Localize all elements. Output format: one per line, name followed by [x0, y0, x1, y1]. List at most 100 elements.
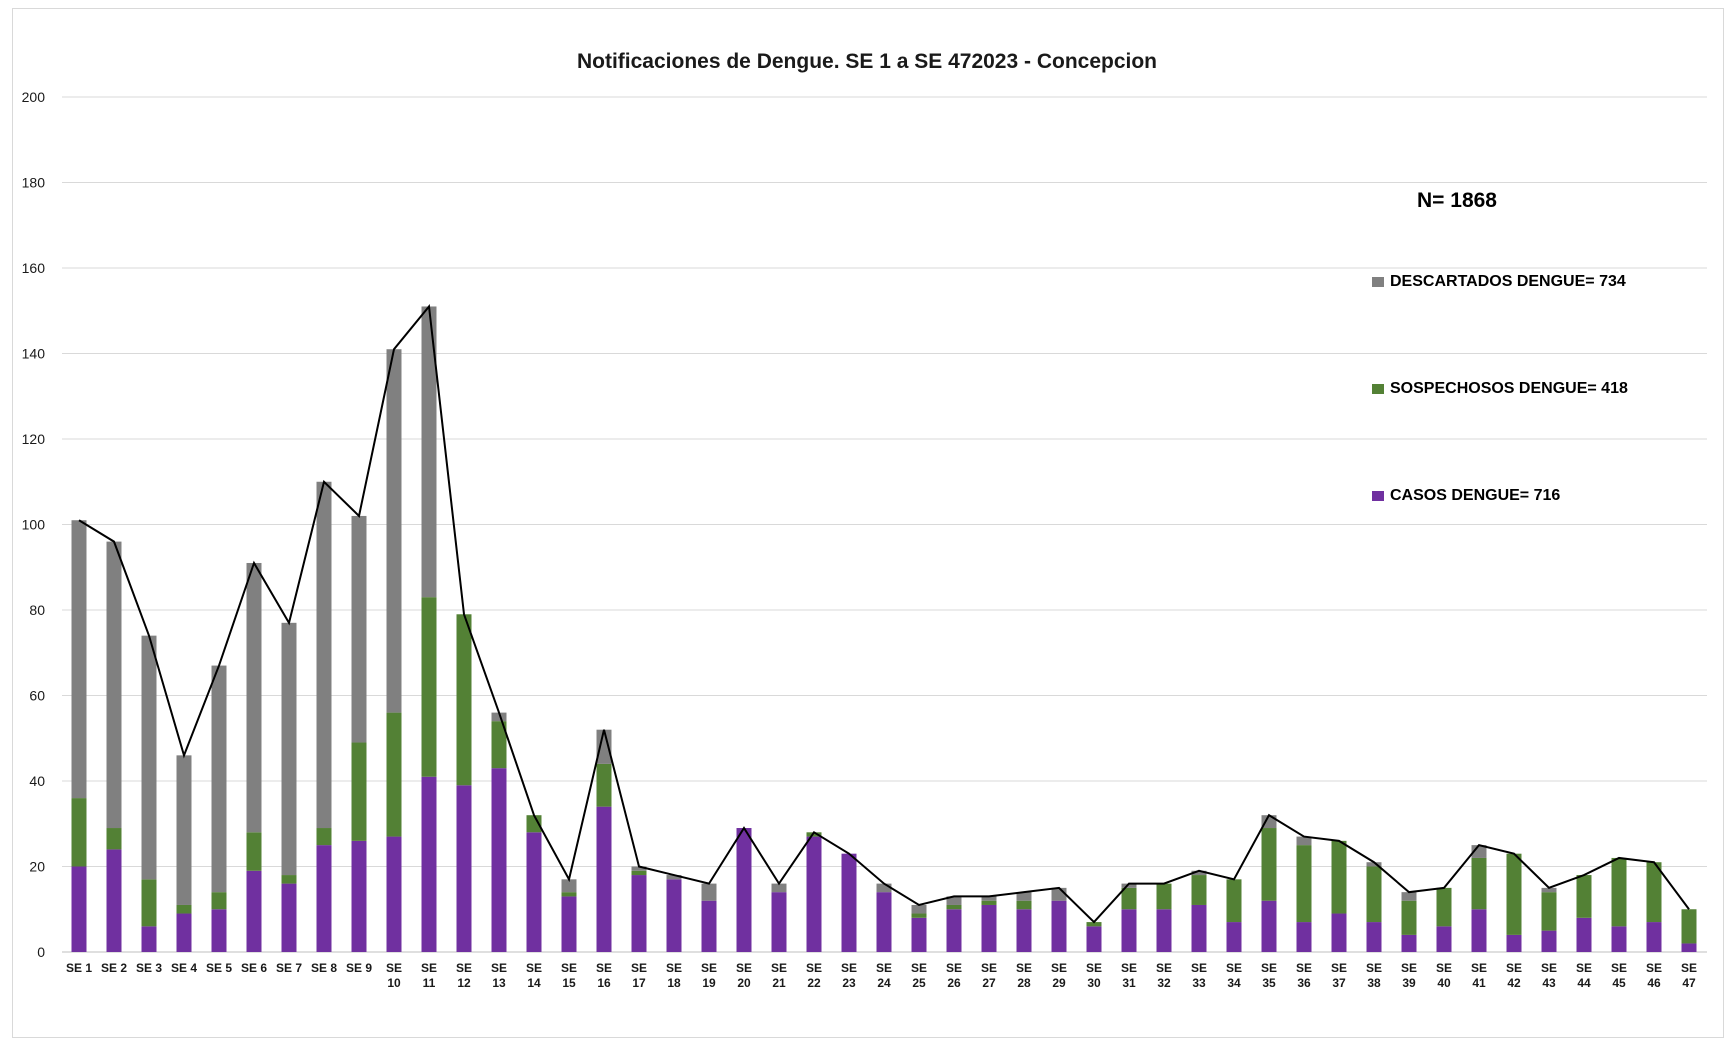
bar-segment-series-1 — [1121, 887, 1137, 910]
bar-segment-series-1 — [211, 892, 227, 910]
bar-segment-series-0 — [736, 828, 752, 952]
bar-segment-series-1 — [316, 828, 332, 846]
bar-segment-series-1 — [176, 904, 192, 914]
bar-segment-series-2 — [911, 904, 927, 914]
x-tick-label: 34 — [1227, 976, 1241, 990]
x-tick-label: SE — [736, 961, 752, 975]
x-tick-label: SE — [911, 961, 927, 975]
x-tick-label: 26 — [947, 976, 961, 990]
legend-swatch-sospechosos — [1372, 384, 1384, 394]
x-tick-label: 29 — [1052, 976, 1066, 990]
x-tick-label: SE 3 — [136, 961, 162, 975]
x-tick-label: 47 — [1682, 976, 1696, 990]
y-tick-label: 0 — [37, 944, 45, 960]
x-tick-label: SE 5 — [206, 961, 232, 975]
bar-segment-series-2 — [1401, 892, 1417, 901]
y-tick-label: 200 — [22, 89, 46, 105]
x-tick-label: 11 — [423, 976, 436, 990]
bar-segment-series-2 — [946, 896, 962, 905]
x-tick-label: SE — [1436, 961, 1452, 975]
x-tick-label: 30 — [1087, 976, 1101, 990]
bar-segment-series-1 — [1646, 862, 1662, 923]
bar-segment-series-2 — [106, 541, 122, 829]
x-tick-label: 39 — [1402, 976, 1416, 990]
bar-segment-series-0 — [246, 870, 262, 952]
x-tick-label: 44 — [1577, 976, 1591, 990]
x-tick-label: SE — [981, 961, 997, 975]
bar-segment-series-1 — [281, 875, 297, 884]
bar-segment-series-0 — [1226, 922, 1242, 952]
x-tick-label: 35 — [1262, 976, 1276, 990]
bar-segment-series-0 — [456, 785, 472, 952]
bar-segment-series-0 — [981, 904, 997, 952]
x-tick-label: SE 2 — [101, 961, 127, 975]
x-tick-label: SE — [596, 961, 612, 975]
x-tick-label: SE — [1051, 961, 1067, 975]
bar-segment-series-1 — [1016, 900, 1032, 910]
x-tick-label: 25 — [912, 976, 926, 990]
x-tick-label: 21 — [772, 976, 786, 990]
bar-segment-series-0 — [631, 875, 647, 952]
x-tick-label: 40 — [1437, 976, 1451, 990]
x-tick-label: 37 — [1332, 976, 1346, 990]
bar-segment-series-1 — [1681, 909, 1697, 944]
x-tick-label: 46 — [1647, 976, 1661, 990]
bar-segment-series-0 — [561, 896, 577, 952]
bar-segment-series-2 — [281, 622, 297, 876]
bar-segment-series-2 — [1121, 883, 1137, 888]
bar-segment-series-2 — [491, 712, 507, 722]
bar-segment-series-0 — [1366, 922, 1382, 952]
x-tick-label: 32 — [1157, 976, 1171, 990]
x-tick-label: SE 8 — [311, 961, 337, 975]
bar-segment-series-0 — [1681, 943, 1697, 952]
bar-segment-series-1 — [631, 870, 647, 876]
bar-segment-series-2 — [876, 883, 892, 893]
bar-segment-series-2 — [1366, 862, 1382, 867]
bar-segment-series-0 — [806, 836, 822, 952]
bar-segment-series-0 — [421, 776, 437, 952]
bar-segment-series-1 — [1156, 883, 1172, 910]
bar-segment-series-0 — [1121, 909, 1137, 952]
x-tick-label: 43 — [1542, 976, 1556, 990]
bar-segment-series-0 — [1051, 900, 1067, 952]
legend-swatch-descartados — [1372, 277, 1384, 287]
bar-segment-series-2 — [1016, 892, 1032, 901]
x-tick-label: SE — [386, 961, 402, 975]
x-tick-label: SE — [1261, 961, 1277, 975]
bar-segment-series-2 — [771, 883, 787, 893]
x-tick-label: SE — [701, 961, 717, 975]
x-tick-label: 38 — [1367, 976, 1381, 990]
bar-segment-series-1 — [1366, 866, 1382, 923]
bar-segment-series-2 — [666, 875, 682, 880]
x-tick-label: SE — [526, 961, 542, 975]
bar-segment-series-2 — [596, 729, 612, 764]
bar-segment-series-0 — [1016, 909, 1032, 952]
bar-segment-series-0 — [526, 832, 542, 952]
x-tick-label: SE — [1121, 961, 1137, 975]
bar-segment-series-1 — [1576, 875, 1592, 918]
x-tick-label: 24 — [877, 976, 891, 990]
x-tick-label: SE 9 — [346, 961, 372, 975]
y-tick-label: 100 — [22, 517, 46, 533]
bar-segment-series-0 — [841, 853, 857, 952]
x-tick-label: 19 — [702, 976, 716, 990]
x-tick-label: SE 1 — [66, 961, 92, 975]
bar-segment-series-1 — [561, 892, 577, 897]
bar-segment-series-1 — [456, 614, 472, 786]
x-tick-label: SE — [806, 961, 822, 975]
y-tick-label: 80 — [29, 602, 45, 618]
y-tick-label: 140 — [22, 346, 46, 362]
x-tick-label: SE — [841, 961, 857, 975]
bar-segment-series-1 — [526, 815, 542, 833]
x-tick-label: 15 — [562, 976, 576, 990]
bar-segment-series-2 — [316, 481, 332, 829]
x-tick-label: SE — [1296, 961, 1312, 975]
bar-segment-series-1 — [596, 763, 612, 807]
bar-segment-series-1 — [1436, 887, 1452, 927]
bar-segment-series-1 — [386, 712, 402, 837]
bar-segment-series-0 — [701, 900, 717, 952]
x-tick-label: SE — [1086, 961, 1102, 975]
x-tick-label: 36 — [1297, 976, 1311, 990]
bar-segment-series-2 — [981, 896, 997, 901]
